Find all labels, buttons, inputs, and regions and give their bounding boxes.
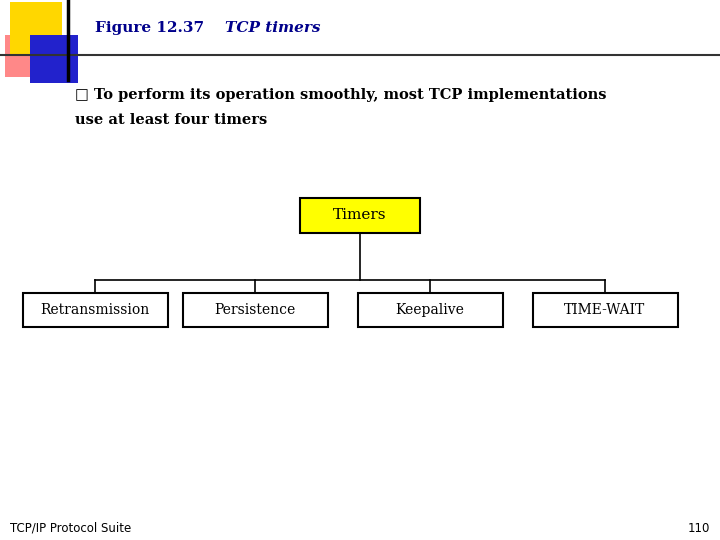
Text: Keepalive: Keepalive bbox=[395, 303, 464, 317]
Text: □ To perform its operation smoothly, most TCP implementations: □ To perform its operation smoothly, mos… bbox=[75, 88, 606, 102]
FancyBboxPatch shape bbox=[23, 293, 168, 327]
Text: TIME-WAIT: TIME-WAIT bbox=[564, 303, 646, 317]
FancyBboxPatch shape bbox=[300, 198, 420, 233]
FancyBboxPatch shape bbox=[183, 293, 328, 327]
Text: TCP/IP Protocol Suite: TCP/IP Protocol Suite bbox=[10, 522, 131, 535]
FancyBboxPatch shape bbox=[358, 293, 503, 327]
Text: Timers: Timers bbox=[333, 208, 387, 222]
FancyBboxPatch shape bbox=[5, 35, 47, 77]
Text: 110: 110 bbox=[688, 522, 710, 535]
Text: Persistence: Persistence bbox=[215, 303, 296, 317]
Text: use at least four timers: use at least four timers bbox=[75, 113, 267, 127]
Text: Figure 12.37: Figure 12.37 bbox=[95, 21, 204, 35]
Text: Retransmission: Retransmission bbox=[40, 303, 150, 317]
FancyBboxPatch shape bbox=[10, 2, 62, 54]
FancyBboxPatch shape bbox=[30, 35, 78, 83]
Text: TCP timers: TCP timers bbox=[225, 21, 320, 35]
FancyBboxPatch shape bbox=[533, 293, 678, 327]
